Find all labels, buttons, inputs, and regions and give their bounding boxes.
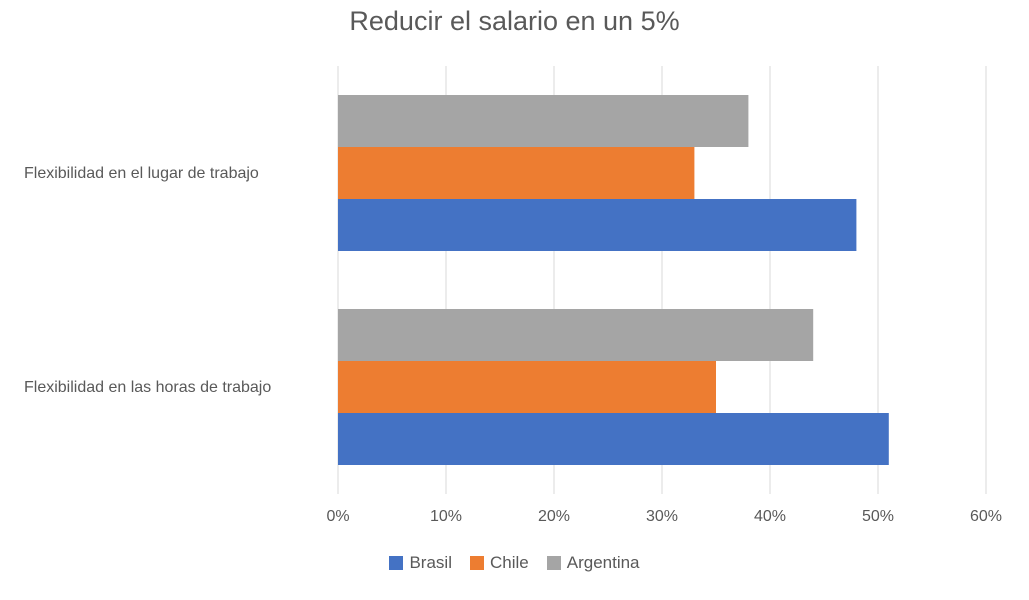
bar-argentina xyxy=(338,95,749,147)
bar-chile xyxy=(338,361,716,413)
bar-chile xyxy=(338,147,695,199)
x-tick-label: 0% xyxy=(326,508,349,525)
chart-title: Reducir el salario en un 5% xyxy=(349,6,680,36)
category-label: Flexibilidad en el lugar de trabajo xyxy=(24,165,259,182)
legend-item: Brasil xyxy=(389,553,452,573)
bar-brasil xyxy=(338,413,889,465)
legend-label: Argentina xyxy=(566,553,640,572)
legend-item: Chile xyxy=(469,553,529,573)
x-tick-label: 60% xyxy=(970,508,1002,525)
x-tick-label: 50% xyxy=(862,508,894,525)
legend-swatch xyxy=(469,556,484,570)
legend-item: Argentina xyxy=(546,553,640,573)
category-label: Flexibilidad en las horas de trabajo xyxy=(24,379,271,396)
legend-label: Chile xyxy=(489,553,529,572)
x-tick-label: 30% xyxy=(646,508,678,525)
x-tick-label: 10% xyxy=(430,508,462,525)
x-tick-label: 20% xyxy=(538,508,570,525)
bar-brasil xyxy=(338,199,857,251)
legend-swatch xyxy=(389,556,404,570)
legend-label: Brasil xyxy=(409,553,452,572)
chart-legend: Brasil Chile Argentina xyxy=(0,553,1029,573)
legend-swatch xyxy=(546,556,561,570)
bar-argentina xyxy=(338,309,814,361)
x-tick-label: 40% xyxy=(754,508,786,525)
